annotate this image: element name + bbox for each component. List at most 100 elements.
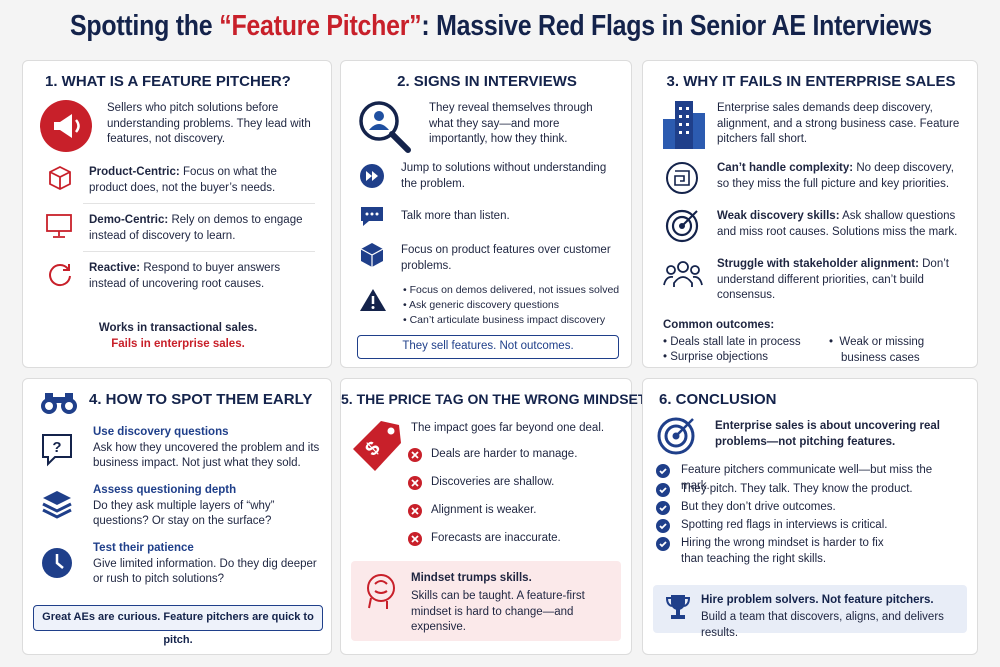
bullet-text: Can’t articulate business impact discove… [409, 314, 606, 326]
intro: Enterprise sales is about uncovering rea… [715, 420, 940, 448]
item: Feature pitchers communicate well—but mi… [681, 464, 933, 492]
callout-text: Skills can be taught. A feature-first mi… [411, 590, 585, 633]
bullet-list: • Focus on demos delivered, not issues s… [403, 283, 629, 328]
outcomes-heading: Common outcomes: [663, 319, 775, 331]
callout: They sell features. Not outcomes. [357, 335, 619, 359]
item-text: Respond to buyer answers instead of unco… [89, 262, 281, 290]
target-icon [665, 209, 699, 243]
title-highlight: “Feature Pitcher” [219, 10, 422, 42]
intro: The impact goes far beyond one deal. [411, 422, 605, 434]
clock-icon [42, 548, 72, 578]
bullet-text: Ask generic discovery questions [409, 299, 560, 311]
svg-text:?: ? [52, 439, 61, 456]
item-text: Give limited information. Do they dig de… [93, 557, 317, 586]
bullet: • Ask generic discovery questions [403, 299, 560, 311]
panel: 2. SIGNS IN INTERVIEWS They reveal thems… [340, 60, 632, 368]
item: Deals are harder to manage. [431, 448, 578, 460]
layers-icon [42, 491, 72, 519]
item-label: Reactive: [89, 262, 141, 274]
outcome: • Deals stall late in process [663, 336, 801, 348]
item-label: Use discovery questions [93, 426, 229, 438]
item: Hiring the wrong mindset is harder to fi… [681, 537, 884, 565]
item-text: Focus on what the product does, not the … [89, 166, 277, 194]
maze-icon [666, 162, 698, 194]
heading: 2. SIGNS IN INTERVIEWS [397, 73, 577, 90]
trophy-icon [665, 595, 691, 619]
heading: 6. CONCLUSION [659, 391, 777, 408]
item: Can’t handle complexity: No deep discove… [717, 161, 967, 192]
check-icons [656, 464, 670, 551]
item-label: Product-Centric: [89, 166, 180, 178]
intro: Enterprise sales demands deep discovery,… [717, 102, 960, 145]
callout: Great AEs are curious. Feature pitchers … [33, 605, 323, 646]
item-label: Test their patience [93, 542, 194, 554]
forward-icon [360, 164, 384, 188]
monitor-icon [46, 214, 72, 238]
question-icon: ? [42, 434, 72, 467]
brain-icon [367, 574, 395, 609]
item-label: Can’t handle complexity: [717, 162, 854, 174]
callout-box [351, 561, 621, 641]
item-text: Ask how they uncovered the problem and i… [93, 441, 320, 470]
item: Discoveries are shallow. [431, 476, 555, 488]
heading: 3. WHY IT FAILS IN ENTERPRISE SALES [666, 73, 956, 90]
item: Test their patience Give limited informat… [93, 541, 325, 588]
cube-icon [49, 165, 71, 191]
target-icon [657, 417, 695, 455]
item: Reactive: Respond to buyer answers inste… [89, 261, 309, 292]
warning-icon [360, 289, 386, 311]
item: Struggle with stakeholder alignment: Don… [717, 257, 967, 304]
megaphone-icon [40, 100, 92, 152]
item-label: Demo-Centric: [89, 214, 169, 226]
item-text: Rely on demos to engage instead of disco… [89, 214, 303, 242]
footer: Works in transactional sales. [98, 322, 258, 334]
chat-icon [361, 207, 383, 226]
item-text: Ask shallow questions and miss root caus… [717, 210, 958, 238]
intro: Sellers who pitch solutions before under… [107, 102, 311, 145]
callout-text: Build a team that discovers, aligns, and… [701, 611, 944, 639]
item: Alignment is weaker. [431, 504, 537, 516]
item: They pitch. They talk. They know the pro… [681, 483, 913, 495]
bullet: • Focus on demos delivered, not issues s… [403, 284, 620, 296]
item-text: Do they ask multiple layers of “why” que… [93, 499, 275, 528]
item-label: Weak discovery skills: [717, 210, 840, 222]
intro: They reveal themselves through what they… [429, 102, 593, 145]
bullet: • Can’t articulate business impact disco… [403, 314, 606, 326]
bullet-text: Focus on demos delivered, not issues sol… [409, 284, 620, 296]
item: Demo-Centric: Rely on demos to engage in… [89, 213, 309, 244]
heading: 1. WHAT IS A FEATURE PITCHER? [45, 73, 291, 90]
separator [83, 251, 315, 252]
item-text: Don’t understand different priorities, c… [717, 258, 949, 301]
item-label: Assess questioning depth [93, 484, 237, 496]
item: Assess questioning depth Do they ask mult… [93, 483, 325, 530]
outcome-text: Surprise objections [670, 351, 769, 363]
item: Jump to solutions without understanding … [401, 162, 607, 190]
item: Forecasts are inaccurate. [431, 532, 561, 544]
separator [83, 203, 315, 204]
panel: 3. WHY IT FAILS IN ENTERPRISE SALES Ente… [642, 60, 978, 368]
item: Focus on product features over customer … [401, 244, 611, 272]
item-label: Struggle with stakeholder alignment: [717, 258, 919, 270]
item: Product-Centric: Focus on what the produ… [89, 165, 309, 196]
item: Talk more than listen. [401, 210, 510, 222]
title-lead: Spotting the [70, 10, 213, 42]
item: But they don’t drive outcomes. [681, 501, 836, 513]
panel: 5. THE PRICE TAG ON THE WRONG MINDSET $ … [340, 378, 647, 655]
people-icon [663, 261, 703, 287]
building-icon [663, 101, 705, 149]
footer: Fails in enterprise sales. [111, 338, 245, 350]
outcome-text: Weak or missing business cases [839, 336, 925, 364]
item: Spotting red flags in interviews is crit… [681, 519, 888, 531]
outcome: • Surprise objections [663, 351, 769, 363]
callout-label: Hire problem solvers. Not feature pitche… [701, 594, 934, 606]
heading: 5. THE PRICE TAG ON THE WRONG MINDSET [341, 391, 647, 407]
title-rest: : Massive Red Flags in Senior AE Intervi… [421, 10, 932, 42]
panel: 6. CONCLUSION Enterprise sales is about … [642, 378, 978, 655]
item: Use discovery questions Ask how they unco… [93, 425, 325, 472]
outcome: • Weak or missing business cases [829, 336, 925, 364]
panel: 4. HOW TO SPOT THEM EARLY ? Use discover… [22, 378, 332, 655]
callout-box [653, 585, 967, 633]
box-icon [360, 243, 384, 267]
x-icons [408, 448, 422, 546]
